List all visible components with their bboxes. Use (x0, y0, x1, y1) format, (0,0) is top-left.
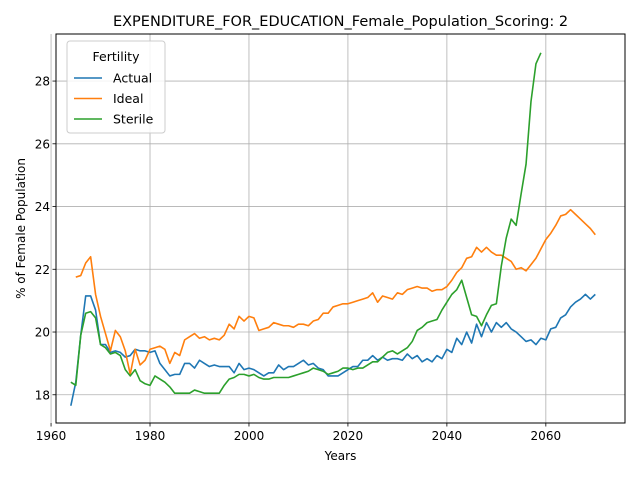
x-tick-label: 2020 (333, 429, 364, 443)
series-line-ideal (75, 208, 596, 376)
y-tick-label: 20 (35, 326, 50, 340)
y-axis-ticks: 18 20 22 24 26 28 (35, 75, 56, 402)
y-tick-label: 24 (35, 200, 50, 214)
legend-title: Fertility (93, 49, 141, 64)
legend-label-actual: Actual (113, 71, 152, 86)
legend: Fertility Actual Ideal Sterile (66, 40, 166, 134)
y-tick-label: 28 (35, 75, 50, 89)
legend-label-ideal: Ideal (113, 91, 143, 106)
legend-box (66, 40, 166, 134)
plot-frame (55, 33, 626, 424)
y-tick-label: 26 (35, 137, 50, 151)
y-tick-label: 22 (35, 263, 50, 277)
grid-lines (50, 34, 625, 423)
legend-entries: Actual Ideal Sterile (74, 71, 154, 127)
chart-title: EXPENDITURE_FOR_EDUCATION_Female_Populat… (113, 14, 568, 30)
x-tick-label: 2060 (531, 429, 562, 443)
x-axis-ticks: 1960 1980 2000 2020 2040 2060 (36, 423, 561, 443)
series-line-actual (70, 293, 596, 406)
series-layer (70, 52, 596, 406)
x-tick-label: 1960 (36, 429, 67, 443)
x-tick-label: 1980 (135, 429, 166, 443)
y-tick-label: 18 (35, 388, 50, 402)
y-axis-label: % of Female Population (14, 158, 28, 299)
x-axis-label: Years (324, 449, 357, 463)
series-line-sterile (70, 52, 542, 394)
x-tick-label: 2000 (234, 429, 265, 443)
x-tick-label: 2040 (432, 429, 463, 443)
legend-label-sterile: Sterile (113, 112, 154, 127)
